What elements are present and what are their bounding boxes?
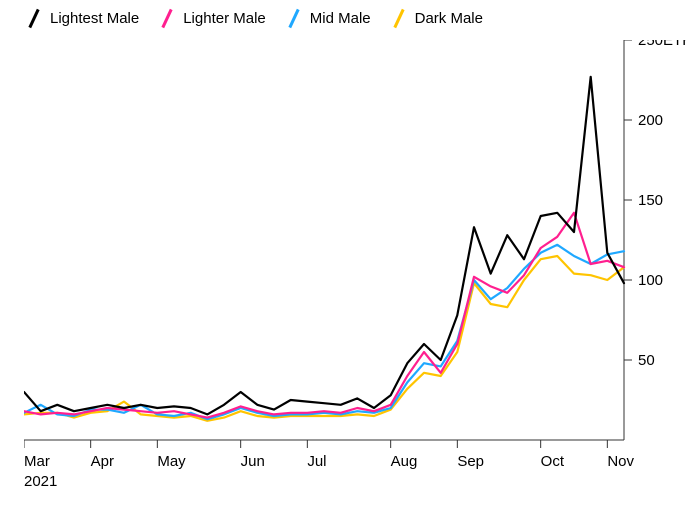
legend-label-2: Mid Male — [310, 10, 371, 27]
y-tick-label-0: 50 — [638, 352, 655, 369]
legend-swatch-0 — [28, 9, 39, 28]
y-tick-label-4: 250ETH — [638, 40, 686, 49]
legend-label-3: Dark Male — [415, 10, 483, 27]
x-tick-label-6: Sep — [457, 453, 484, 470]
legend-swatch-2 — [288, 9, 299, 28]
series-0 — [24, 77, 624, 415]
legend-swatch-3 — [393, 9, 404, 28]
series-1 — [24, 213, 624, 418]
x-tick-label-3: Jun — [241, 453, 265, 470]
x-tick-label-8: Nov — [607, 453, 634, 470]
chart-plot: Mar Apr May Jun Jul Aug Sep Oct Nov 2021 50 100 150 2… — [24, 40, 686, 500]
x-tick-label-5: Aug — [391, 453, 418, 470]
legend-swatch-1 — [162, 9, 173, 28]
legend-label-0: Lightest Male — [50, 10, 139, 27]
y-tick-label-2: 150 — [638, 192, 663, 209]
x-tick-label-1: Apr — [91, 453, 114, 470]
legend-item-0: Lightest Male — [24, 10, 139, 27]
x-tick-label-4: Jul — [307, 453, 326, 470]
x-tick-label-7: Oct — [541, 453, 565, 470]
legend-item-2: Mid Male — [284, 10, 371, 27]
y-tick-label-3: 200 — [638, 112, 663, 129]
legend-item-1: Lighter Male — [157, 10, 266, 27]
chart-container: Lightest Male Lighter Male Mid Male Dark Ma… — [0, 0, 686, 513]
x-tick-label-2: May — [157, 453, 186, 470]
legend: Lightest Male Lighter Male Mid Male Dark Ma… — [24, 10, 483, 27]
x-tick-label-0: Mar — [24, 453, 50, 470]
legend-item-3: Dark Male — [389, 10, 483, 27]
y-tick-label-1: 100 — [638, 272, 663, 289]
x-year-label: 2021 — [24, 473, 57, 490]
legend-label-1: Lighter Male — [183, 10, 266, 27]
series-3 — [24, 256, 624, 421]
series-2 — [24, 245, 624, 419]
